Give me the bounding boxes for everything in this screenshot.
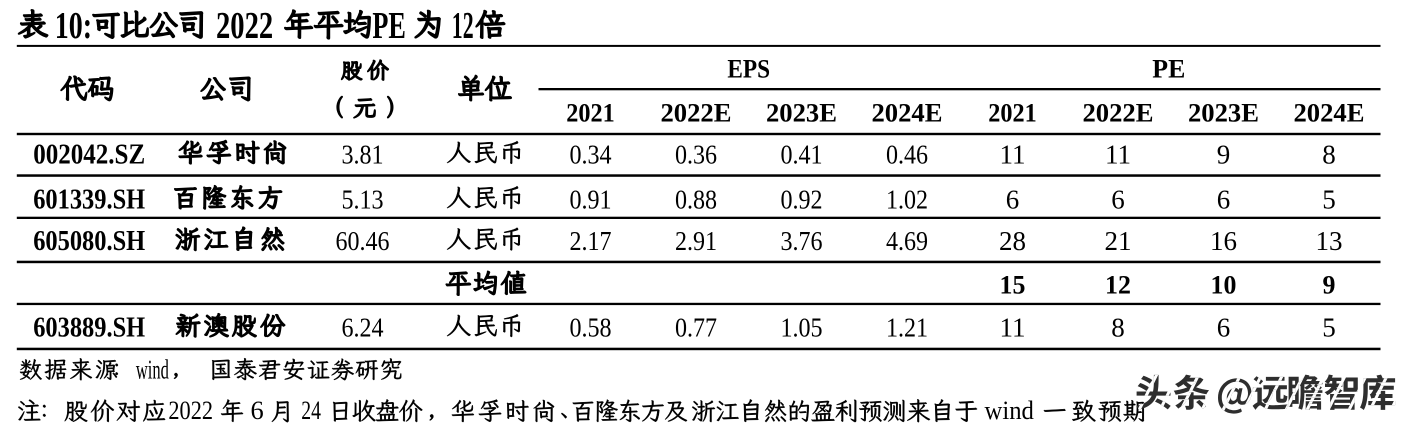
svg-text:13: 13 [1316, 226, 1343, 256]
svg-text:2.17: 2.17 [569, 226, 611, 256]
svg-text:6: 6 [1006, 184, 1020, 214]
svg-text:5: 5 [1322, 312, 1336, 342]
svg-text:0.58: 0.58 [569, 312, 611, 342]
svg-text:002042.SZ: 002042.SZ [33, 139, 145, 170]
svg-text:10:: 10: [55, 5, 92, 47]
svg-text:3.81: 3.81 [341, 139, 383, 169]
svg-text:wind: wind [985, 395, 1034, 425]
svg-text:2.91: 2.91 [675, 226, 717, 256]
svg-text:2022: 2022 [168, 395, 213, 425]
svg-text:3.76: 3.76 [780, 226, 822, 256]
svg-text:5.13: 5.13 [341, 184, 383, 214]
svg-text:12: 12 [1105, 271, 1131, 300]
svg-text:0.36: 0.36 [675, 139, 717, 169]
svg-text:1.05: 1.05 [780, 312, 822, 342]
svg-text:2022E: 2022E [661, 98, 732, 127]
svg-text:PE: PE [1152, 55, 1185, 84]
svg-text:0.34: 0.34 [569, 139, 612, 169]
svg-text:4.69: 4.69 [886, 226, 928, 256]
svg-text:10: 10 [1211, 271, 1237, 300]
svg-text:1.02: 1.02 [886, 184, 928, 214]
svg-text:0.46: 0.46 [886, 139, 928, 169]
svg-text:wind: wind [136, 355, 169, 385]
svg-text:9: 9 [1323, 271, 1336, 300]
svg-text:1.21: 1.21 [886, 312, 928, 342]
svg-text:0.41: 0.41 [780, 139, 822, 169]
svg-text:6.24: 6.24 [341, 312, 384, 342]
svg-text:0.77: 0.77 [675, 312, 717, 342]
svg-text:605080.SH: 605080.SH [33, 226, 145, 257]
svg-text:2022: 2022 [216, 5, 273, 47]
svg-text:11: 11 [1105, 139, 1131, 169]
svg-text:5: 5 [1322, 184, 1336, 214]
svg-text:12: 12 [452, 5, 474, 47]
svg-text:2021: 2021 [988, 98, 1036, 127]
svg-text:16: 16 [1210, 226, 1237, 256]
svg-text:15: 15 [1000, 271, 1026, 300]
svg-text:0.92: 0.92 [780, 184, 822, 214]
svg-text:0.91: 0.91 [569, 184, 611, 214]
svg-text:11: 11 [1000, 139, 1026, 169]
svg-text:6: 6 [1217, 184, 1231, 214]
svg-text:24: 24 [301, 395, 321, 425]
svg-text:11: 11 [1000, 312, 1026, 342]
svg-text:2023E: 2023E [1188, 98, 1259, 127]
svg-text:603889.SH: 603889.SH [33, 312, 145, 343]
svg-text:EPS: EPS [727, 54, 770, 83]
svg-text:60.46: 60.46 [336, 226, 390, 256]
svg-text:8: 8 [1322, 139, 1336, 169]
svg-text:0.88: 0.88 [675, 184, 717, 214]
svg-text:2023E: 2023E [766, 98, 837, 127]
svg-text:6: 6 [1111, 184, 1125, 214]
svg-text:2022E: 2022E [1083, 98, 1154, 127]
svg-text:6: 6 [1217, 312, 1231, 342]
svg-text:9: 9 [1217, 139, 1231, 169]
svg-text:8: 8 [1111, 312, 1125, 342]
svg-text:2021: 2021 [566, 98, 614, 127]
svg-text:28: 28 [999, 226, 1026, 256]
svg-text:PE: PE [372, 5, 406, 47]
svg-text:21: 21 [1105, 226, 1132, 256]
svg-text:2024E: 2024E [872, 98, 943, 127]
svg-text:6: 6 [251, 395, 264, 425]
svg-text:601339.SH: 601339.SH [33, 184, 145, 215]
svg-text:2024E: 2024E [1294, 98, 1365, 127]
